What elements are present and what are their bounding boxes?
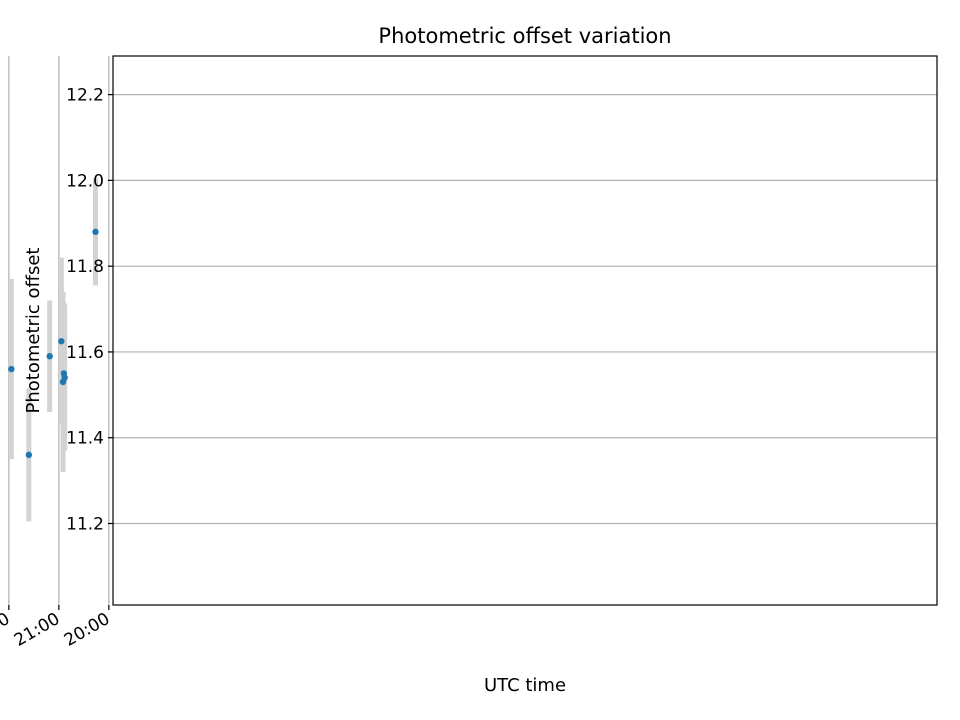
- chart-title: Photometric offset variation: [378, 24, 671, 48]
- data-point: [58, 338, 65, 345]
- data-point: [59, 378, 67, 386]
- y-tick-label: 11.2: [66, 515, 104, 535]
- data-point: [92, 228, 99, 236]
- data-point: [8, 365, 15, 373]
- y-tick-label: 11.8: [66, 257, 104, 277]
- grid: [8, 56, 937, 605]
- data-point: [46, 353, 53, 360]
- data-points: [8, 228, 99, 459]
- y-axis-ticks: 11.2 11.4 11.6 11.8 12.0 12.2: [66, 86, 113, 535]
- x-tick-label: 21:00: [11, 609, 63, 651]
- y-tick-label: 12.0: [66, 171, 104, 191]
- data-point: [60, 370, 68, 377]
- x-tick-label: 22:00: [0, 609, 13, 651]
- y-tick-label: 11.6: [66, 343, 104, 363]
- data-point: [25, 451, 33, 459]
- x-axis-label: UTC time: [484, 675, 566, 696]
- y-tick-label: 12.2: [66, 86, 104, 106]
- plot-frame: [112, 55, 938, 606]
- x-tick-label: 20:00: [61, 609, 113, 651]
- y-axis-label: Photometric offset: [23, 248, 44, 414]
- y-tick-label: 11.4: [66, 429, 104, 449]
- error-bars: [8, 178, 99, 522]
